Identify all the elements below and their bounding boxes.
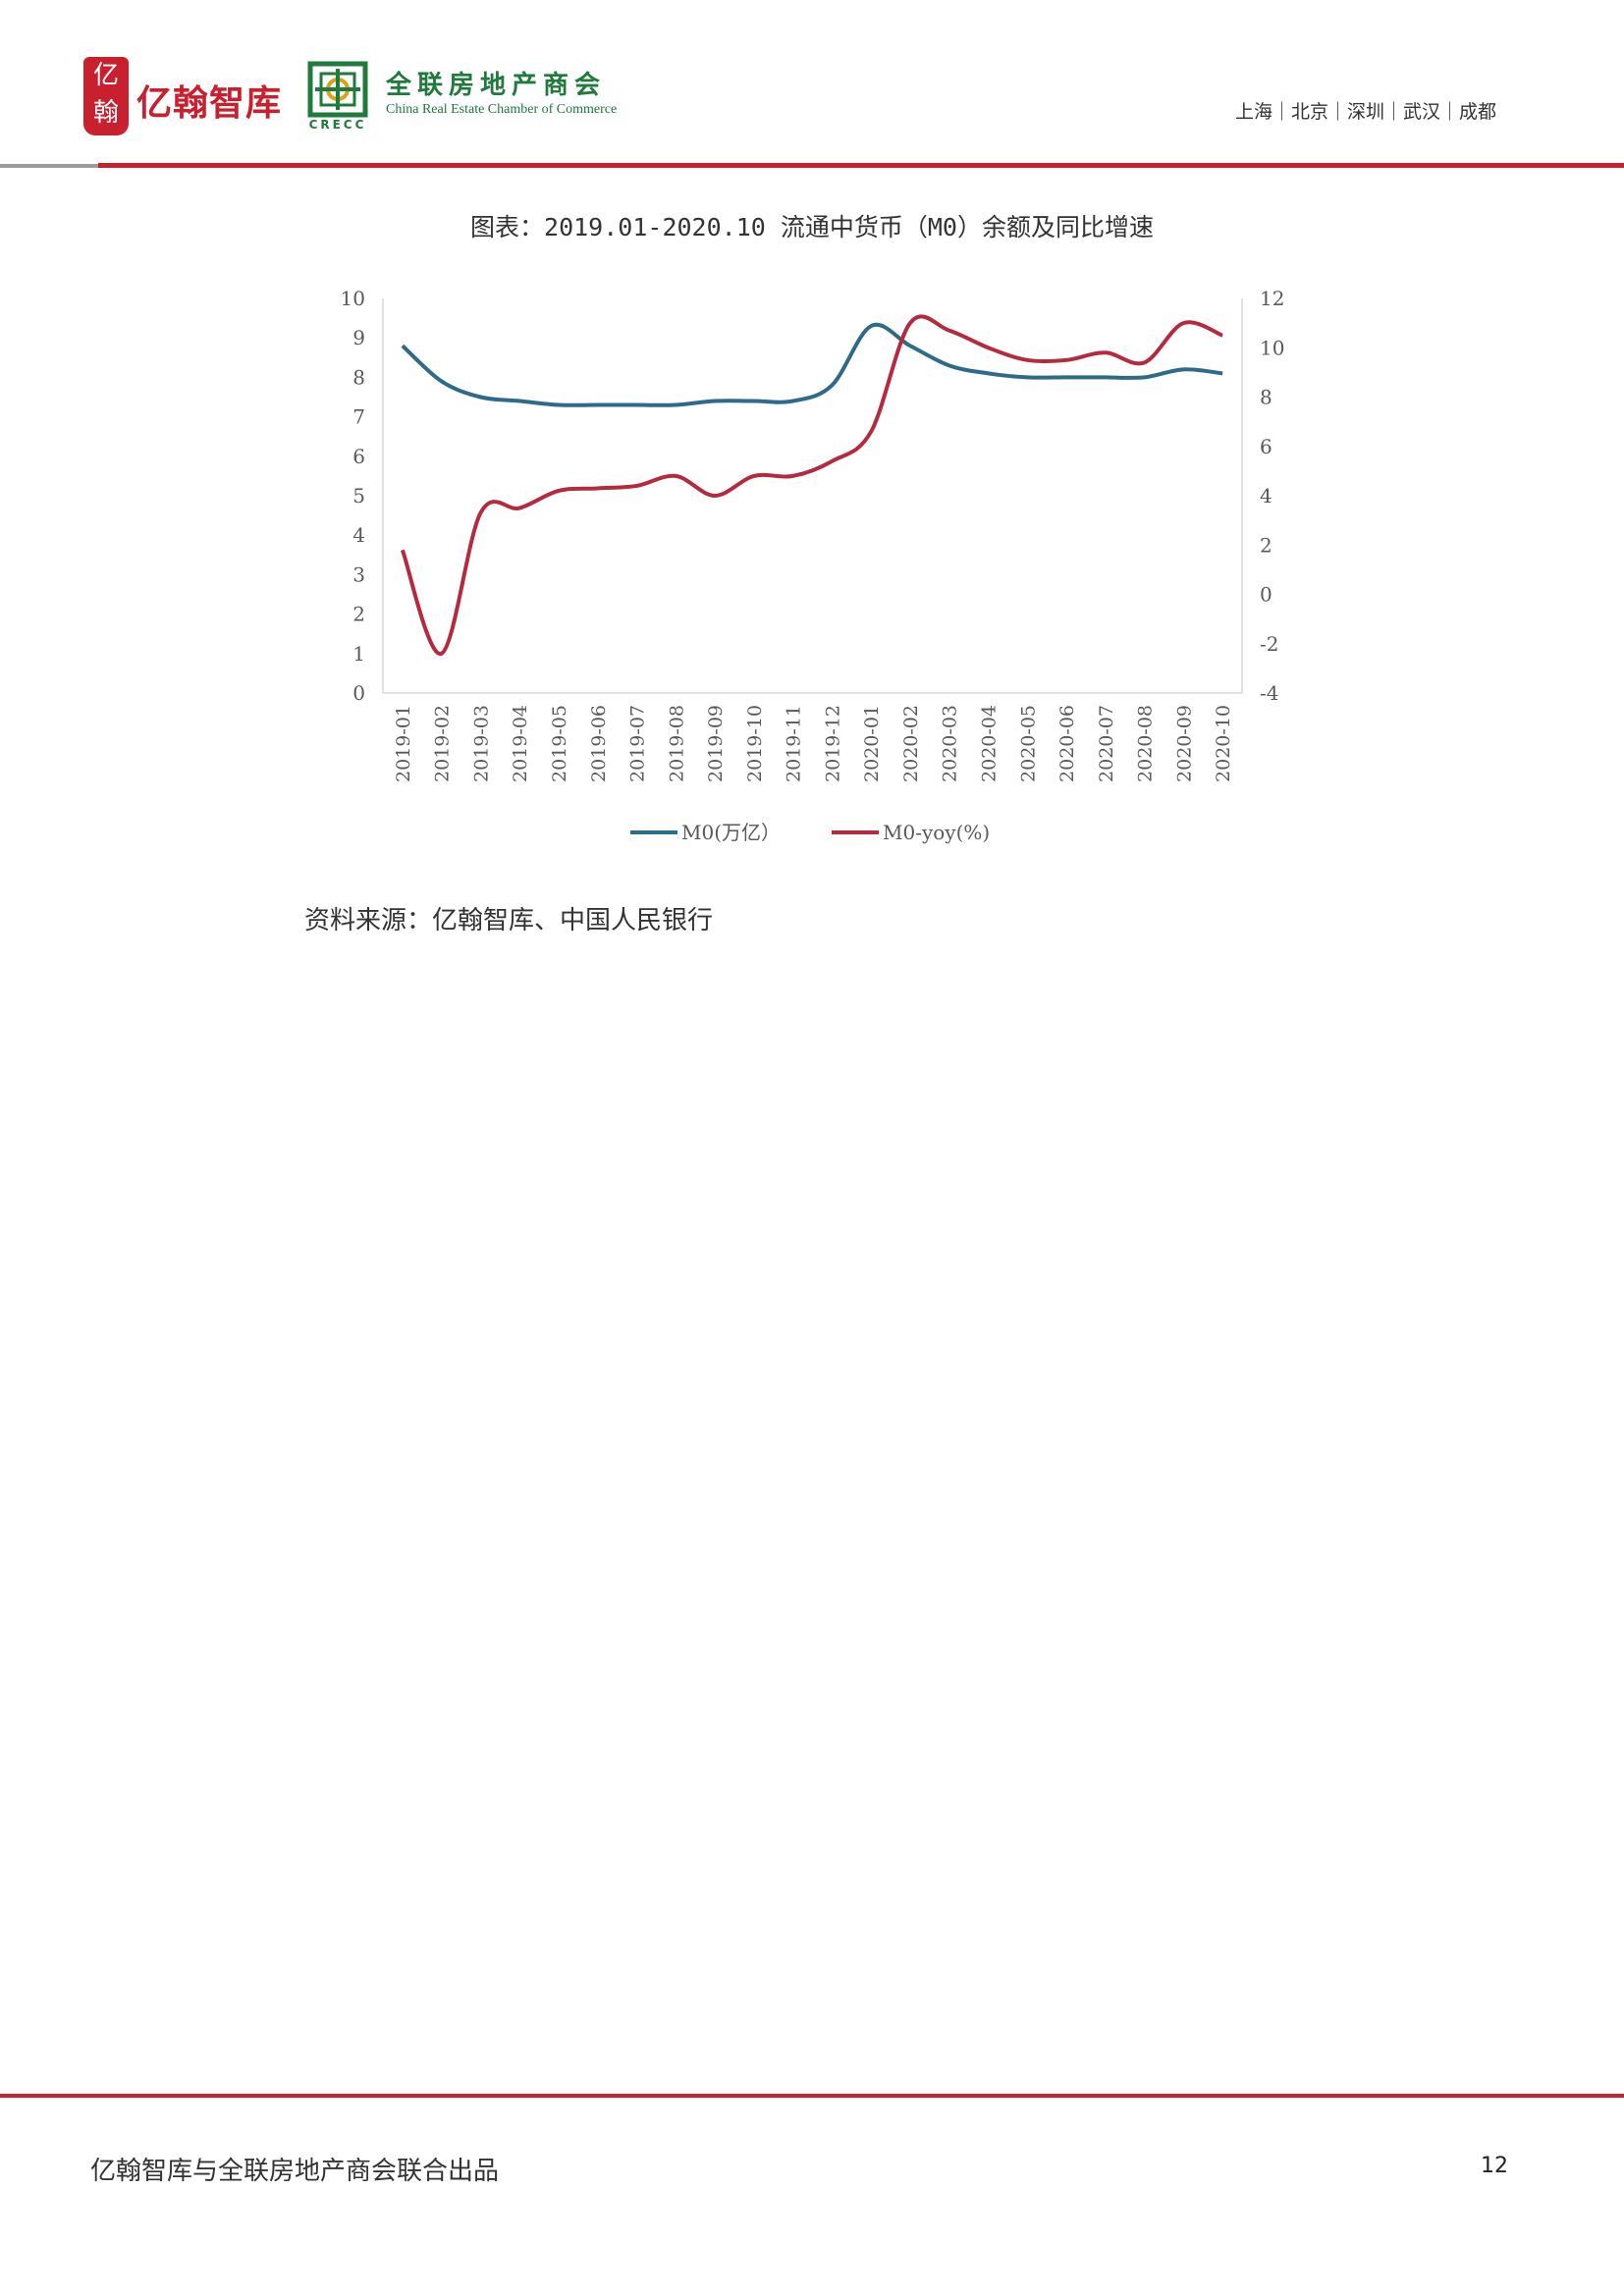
- y-right-tick-label: 6: [1260, 435, 1272, 458]
- legend-label: M0(万亿）: [681, 821, 781, 844]
- crecc-emblem-icon: [307, 61, 368, 118]
- x-tick-label: 2019-10: [744, 705, 766, 782]
- y-left-tick-label: 8: [352, 365, 365, 389]
- x-tick-label: 2019-07: [627, 705, 649, 782]
- x-tick-label: 2020-05: [1017, 705, 1039, 782]
- x-tick-label: 2020-02: [900, 705, 922, 782]
- y-left-tick-label: 1: [352, 642, 365, 666]
- y-right-tick-label: 2: [1260, 533, 1272, 557]
- yihan-brand-text: 亿翰智库: [136, 83, 283, 124]
- y-left-tick-label: 3: [352, 562, 365, 586]
- crecc-cn-name: 全联房地产商会: [386, 71, 607, 100]
- x-tick-label: 2019-05: [549, 705, 570, 782]
- x-tick-label: 2019-01: [393, 705, 414, 782]
- y-right-tick-label: 10: [1260, 336, 1284, 359]
- source-note: 资料来源：亿翰智库、中国人民银行: [304, 906, 714, 935]
- x-tick-label: 2019-12: [822, 705, 843, 782]
- y-left-tick-label: 10: [341, 287, 365, 310]
- y-right-tick-label: 4: [1260, 484, 1272, 507]
- header-rule-gray: [0, 164, 98, 168]
- x-tick-label: 2019-08: [666, 705, 687, 782]
- crecc-acronym: CRECC: [308, 118, 367, 132]
- x-tick-label: 2020-09: [1173, 705, 1195, 782]
- legend-label: M0-yoy(%): [883, 821, 990, 844]
- y-left-tick-label: 2: [352, 603, 365, 626]
- x-tick-label: 2019-09: [705, 705, 727, 782]
- y-left-tick-label: 4: [352, 523, 365, 547]
- page-header: 亿翰 亿翰智库 CRECC 全联房地产商会 China Real Estate …: [0, 0, 1624, 177]
- footer-rule: [0, 2094, 1624, 2098]
- y-left-tick-label: 6: [352, 445, 365, 468]
- x-tick-label: 2020-01: [861, 705, 883, 782]
- x-tick-label: 2020-08: [1135, 705, 1157, 782]
- yihan-logo: 亿翰 亿翰智库: [83, 57, 290, 137]
- footer-text: 亿翰智库与全联房地产商会联合出品: [90, 2157, 500, 2186]
- crecc-logo: CRECC 全联房地产商会 China Real Estate Chamber …: [307, 61, 631, 137]
- y-right-tick-label: ‑2: [1260, 632, 1278, 656]
- y-left-tick-label: 7: [352, 405, 365, 429]
- page-number: 12: [1481, 2154, 1508, 2178]
- y-right-tick-label: ‑4: [1260, 681, 1278, 705]
- x-tick-label: 2019-02: [432, 705, 454, 782]
- x-tick-label: 2019-04: [510, 705, 531, 782]
- y-left-tick-label: 5: [352, 484, 365, 507]
- crecc-en-name: China Real Estate Chamber of Commerce: [386, 102, 618, 117]
- m0-chart: 0 1 2 3 4 5 6 7 8 9 10 ‑4 ‑2 0 2 4 6 8 10 12 2019-01 2019-02 2…: [314, 273, 1310, 862]
- x-tick-label: 2019-03: [470, 705, 492, 782]
- series-m0-yoy-line: [401, 314, 1223, 656]
- x-tick-label: 2019-06: [588, 705, 610, 782]
- y-right-tick-label: 8: [1260, 386, 1272, 409]
- y-right-tick-label: 0: [1260, 583, 1272, 607]
- x-tick-label: 2020-04: [978, 705, 1000, 782]
- series-m0-line: [401, 322, 1223, 407]
- yihan-seal-icon: 亿翰: [83, 57, 129, 135]
- y-left-tick-label: 0: [352, 681, 365, 705]
- header-rule-red: [98, 163, 1624, 168]
- y-left-tick-label: 9: [352, 326, 365, 349]
- x-tick-label: 2020-03: [940, 705, 961, 782]
- x-tick-label: 2020-06: [1056, 705, 1078, 782]
- x-tick-label: 2019-11: [784, 705, 805, 782]
- office-cities: 上海｜北京｜深圳｜武汉｜成都: [1234, 101, 1496, 123]
- x-tick-label: 2020-10: [1213, 705, 1234, 782]
- x-tick-label: 2020-07: [1096, 705, 1117, 782]
- figure-caption: 图表：2019.01-2020.10 流通中货币（M0）余额及同比增速: [470, 213, 1154, 241]
- y-right-tick-label: 12: [1260, 287, 1284, 310]
